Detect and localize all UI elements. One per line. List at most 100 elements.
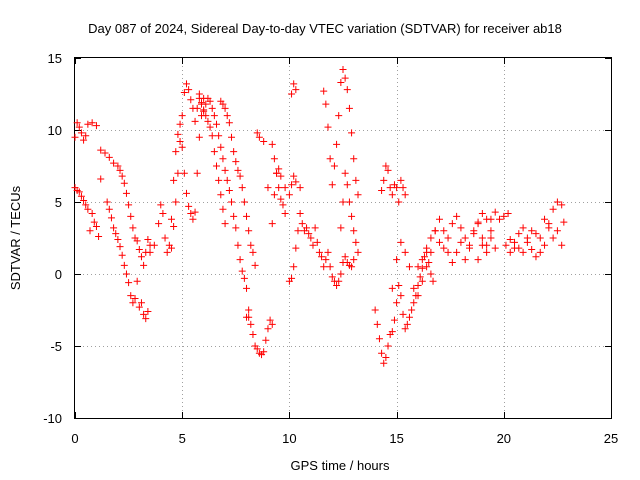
x-tick-labels: 0 5 10 15 20 25 bbox=[71, 431, 618, 446]
data-point bbox=[457, 224, 465, 232]
data-series bbox=[268, 140, 289, 218]
data-point bbox=[352, 176, 360, 184]
data-point bbox=[390, 316, 398, 324]
data-point bbox=[337, 270, 345, 278]
data-point bbox=[189, 215, 197, 223]
data-point bbox=[478, 210, 486, 218]
data-point bbox=[341, 169, 349, 177]
data-point bbox=[161, 234, 169, 242]
data-point bbox=[380, 359, 388, 367]
data-point bbox=[429, 277, 437, 285]
data-point bbox=[92, 222, 100, 230]
data-point bbox=[382, 162, 390, 170]
data-point bbox=[167, 244, 175, 252]
data-series bbox=[388, 210, 499, 292]
data-point bbox=[234, 166, 242, 174]
data-point bbox=[140, 261, 148, 269]
data-point bbox=[210, 112, 218, 120]
data-point bbox=[255, 133, 263, 141]
data-series bbox=[71, 119, 154, 269]
data-point bbox=[549, 234, 557, 242]
data-point bbox=[80, 136, 88, 144]
data-point bbox=[116, 243, 124, 251]
data-point bbox=[249, 330, 257, 338]
data-point bbox=[414, 292, 422, 300]
data-point bbox=[444, 234, 452, 242]
data-point bbox=[393, 184, 401, 192]
data-point bbox=[354, 248, 362, 256]
data-point bbox=[315, 248, 323, 256]
data-point bbox=[219, 205, 227, 213]
data-point bbox=[558, 201, 566, 209]
data-point bbox=[294, 227, 302, 235]
data-point bbox=[129, 299, 137, 307]
x-axis-label: GPS time / hours bbox=[291, 458, 390, 473]
data-point bbox=[418, 264, 426, 272]
data-point bbox=[416, 273, 424, 281]
data-point bbox=[333, 282, 341, 290]
data-point bbox=[172, 148, 180, 156]
data-point bbox=[558, 241, 566, 249]
data-point bbox=[159, 210, 167, 218]
data-point bbox=[118, 251, 126, 259]
data-point bbox=[288, 181, 296, 189]
data-point bbox=[105, 205, 113, 213]
data-point bbox=[277, 195, 285, 203]
data-point bbox=[240, 274, 248, 282]
data-point bbox=[427, 270, 435, 278]
data-point bbox=[101, 149, 109, 157]
data-point bbox=[243, 284, 251, 292]
data-point bbox=[105, 153, 113, 161]
data-point bbox=[532, 230, 540, 238]
data-point bbox=[82, 201, 90, 209]
axis-ticks bbox=[75, 58, 612, 419]
data-point bbox=[487, 234, 495, 242]
data-point bbox=[337, 224, 345, 232]
data-point bbox=[401, 191, 409, 199]
data-point bbox=[378, 186, 386, 194]
data-point bbox=[243, 212, 251, 220]
data-point bbox=[435, 238, 443, 246]
chart-title: Day 087 of 2024, Sidereal Day-to-day VTE… bbox=[88, 21, 562, 36]
x-tick-label: 10 bbox=[282, 431, 296, 446]
data-point bbox=[217, 191, 225, 199]
data-point bbox=[328, 273, 336, 281]
data-point bbox=[127, 212, 135, 220]
data-point bbox=[395, 198, 403, 206]
data-series bbox=[253, 129, 304, 228]
data-point bbox=[515, 230, 523, 238]
data-point bbox=[150, 241, 158, 249]
data-point bbox=[399, 184, 407, 192]
data-series bbox=[71, 175, 152, 323]
data-point bbox=[388, 191, 396, 199]
data-series bbox=[320, 66, 362, 199]
data-point bbox=[268, 140, 276, 148]
data-point bbox=[511, 244, 519, 252]
data-point bbox=[348, 212, 356, 220]
data-point bbox=[178, 112, 186, 120]
data-point bbox=[307, 234, 315, 242]
data-point bbox=[247, 241, 255, 249]
data-point bbox=[114, 162, 122, 170]
y-axis-label: SDTVAR / TECUs bbox=[8, 185, 23, 290]
data-point bbox=[448, 258, 456, 266]
data-point bbox=[431, 227, 439, 235]
data-point bbox=[238, 267, 246, 275]
data-point bbox=[202, 112, 210, 120]
data-point bbox=[193, 169, 201, 177]
data-point bbox=[191, 117, 199, 125]
x-tick-label: 5 bbox=[179, 431, 186, 446]
data-point bbox=[309, 241, 317, 249]
data-point bbox=[393, 299, 401, 307]
data-point bbox=[163, 248, 171, 256]
data-point bbox=[502, 241, 510, 249]
data-point bbox=[337, 78, 345, 86]
data-point bbox=[155, 220, 163, 228]
data-point bbox=[350, 155, 358, 163]
data-point bbox=[120, 179, 128, 187]
data-point bbox=[410, 284, 418, 292]
data-point bbox=[288, 90, 296, 98]
data-point bbox=[536, 248, 544, 256]
data-point bbox=[401, 325, 409, 333]
